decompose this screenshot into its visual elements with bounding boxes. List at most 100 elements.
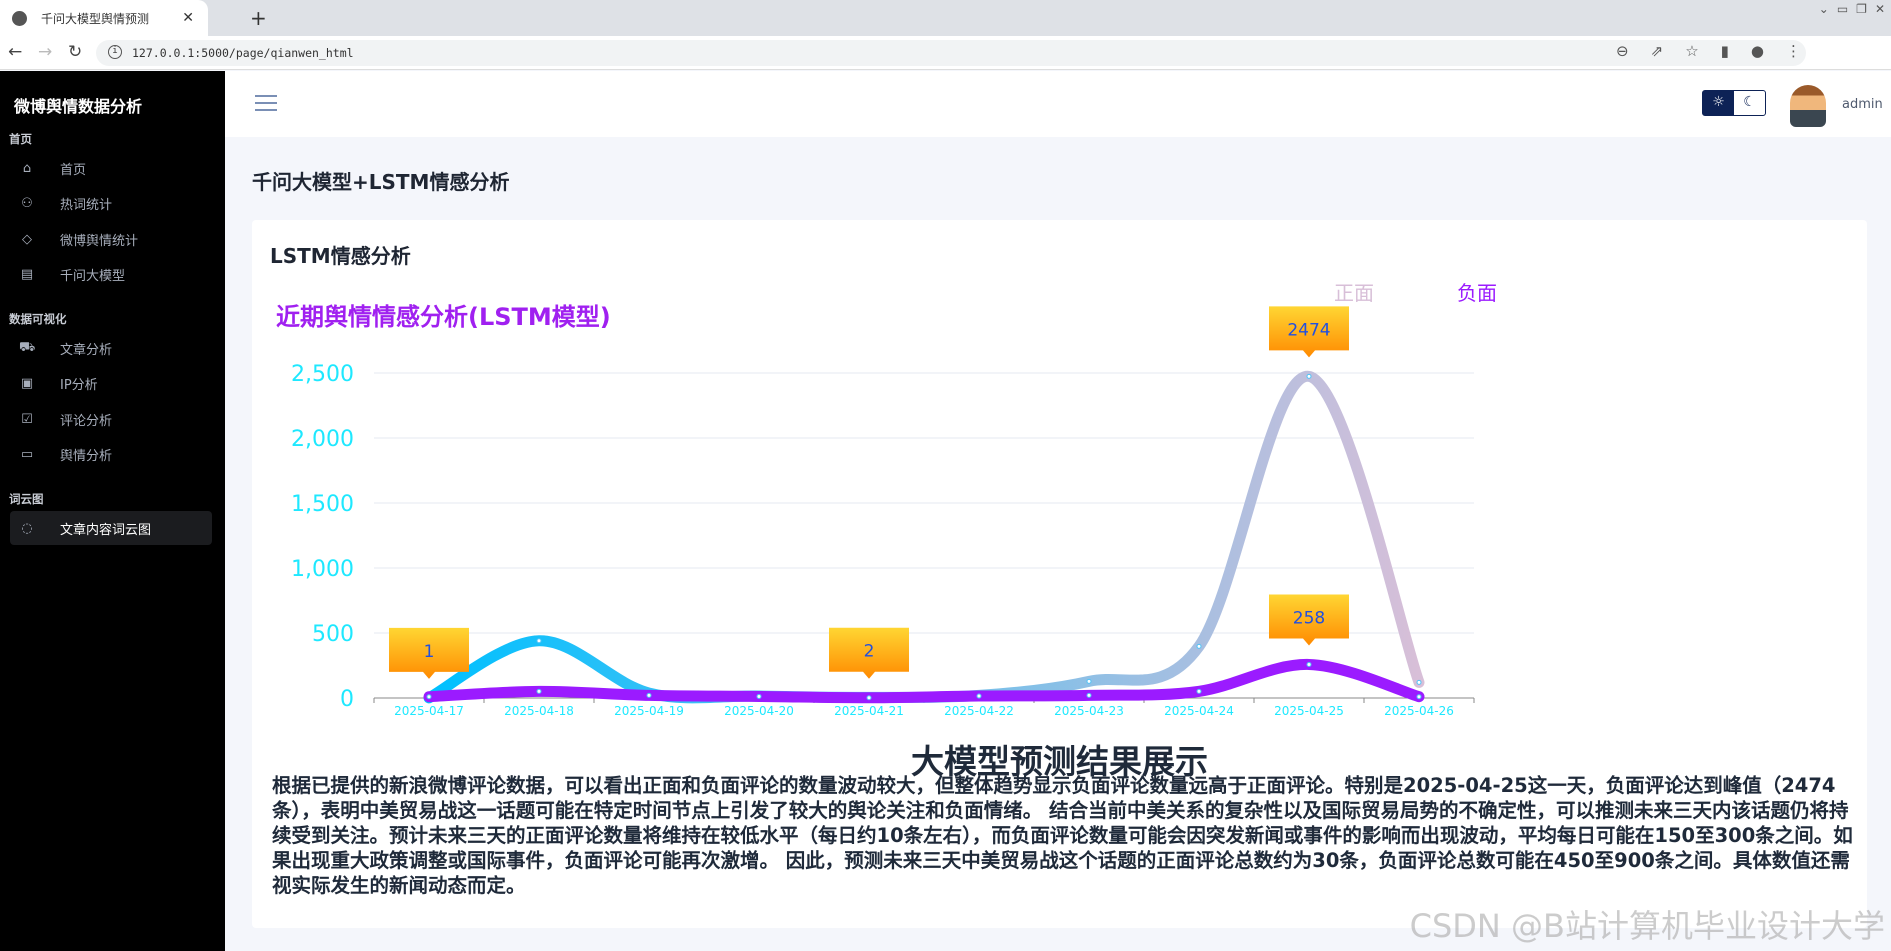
mark-point-label: 1 [424,642,435,662]
zoom-icon[interactable]: ⊖ [1616,42,1629,60]
mark-point-label: 2 [864,642,875,662]
data-point [976,693,982,699]
sidebar-section-label: 首页 [9,132,32,146]
close-tab-icon[interactable]: ✕ [182,10,194,26]
x-tick-label: 2025-04-19 [614,704,684,718]
sidebar-item[interactable]: ◇ 微博舆情统计 [10,222,212,256]
y-tick-label: 500 [312,622,354,647]
tag-icon: ◇ [22,231,32,247]
url-input[interactable]: i 127.0.0.1:5000/page/qianwen_html [96,40,1806,66]
browser-tab[interactable]: 千问大模型舆情预测 ✕ [0,0,208,36]
globe-icon [12,10,27,26]
url-text: 127.0.0.1:5000/page/qianwen_html [132,46,354,60]
x-tick-label: 2025-04-21 [834,704,904,718]
x-tick-label: 2025-04-25 [1274,704,1344,718]
sidepanel-icon[interactable]: ▮ [1720,42,1729,60]
data-point [1086,692,1092,698]
sun-icon[interactable]: ☼ [1703,91,1734,115]
clipboard-check-icon: ☑ [21,411,33,427]
mark-point-label: 2474 [1287,320,1330,340]
clipboard-chart-icon: ▣ [20,376,34,391]
sidebar-item-label: 文章分析 [60,342,113,358]
minimize-button[interactable]: ▭ [1836,2,1849,16]
legend-item: 正面 [1334,281,1374,305]
users-icon: ⚇ [21,196,33,211]
mark-point-bubble [1269,594,1349,646]
x-tick-label: 2025-04-20 [724,704,794,718]
series-line-positive [423,370,1425,704]
y-tick-label: 1,500 [291,492,354,517]
data-point [1416,694,1422,700]
sidebar-item[interactable]: ⚇ 热词统计 [10,187,212,221]
sidebar-item[interactable]: ▭ 舆情分析 [10,438,212,472]
data-point [646,692,652,698]
star-icon[interactable]: ☆ [1685,42,1699,60]
sidebar-item[interactable]: ▤ 千问大模型 [10,258,212,292]
y-tick-label: 1,000 [291,557,354,582]
sidebar-item[interactable]: ⌂ 首页 [10,151,212,185]
y-tick-label: 2,500 [291,362,354,387]
data-point [1086,678,1092,684]
moon-icon[interactable]: ☾ [1743,94,1756,110]
sidebar-item-label: 首页 [60,162,87,178]
data-point [426,694,432,700]
sentiment-chart: 近期舆情情感分析(LSTM模型) 0 500 1,000 1,500 2,000 2,500… [276,281,1497,718]
share-icon[interactable]: ⇗ [1650,42,1664,60]
mark-point-bubble [829,627,909,679]
clipboard-icon: ▤ [20,267,34,282]
sidebar-item-label: 微博舆情统计 [60,233,139,249]
x-tick-label: 2025-04-26 [1384,704,1454,718]
back-button[interactable]: ← [8,42,23,62]
reload-button[interactable]: ↻ [68,42,83,62]
tab-list-icon[interactable]: ⌄ [1818,2,1829,16]
sidebar-item-label: 舆情分析 [60,449,113,464]
page-title: 千问大模型+LSTM情感分析 [252,170,510,194]
x-tick-label: 2025-04-22 [944,704,1014,718]
sidebar-item[interactable]: ⛟ 文章分析 [10,331,212,365]
chat-icon: ◌ [21,520,33,536]
sidebar: 微博舆情数据分析 首页 ⌂ 首页 ⚇ 热词统计 ◇ 微博舆情统计 ▤ 千问大模型 数据可视化 ⛟ 文章… [0,71,225,951]
watermark: CSDN @B站计算机毕业设计大学 [1409,907,1885,945]
restore-button[interactable]: ❐ [1856,2,1867,16]
new-tab-button[interactable]: + [250,6,267,30]
address-bar-row: ← → ↻ i 127.0.0.1:5000/page/qianwen_html … [0,36,1891,70]
menu-toggle-icon[interactable] [255,95,277,116]
profile-icon[interactable]: ● [1750,42,1764,60]
data-point [1196,643,1202,649]
sidebar-section-label: 数据可视化 [9,312,67,326]
result-headline: 大模型预测结果展示 [911,742,1208,781]
data-point [1306,373,1312,379]
sidebar-item-label: IP分析 [60,378,98,393]
info-icon[interactable]: i [108,45,122,59]
y-tick-label: 0 [340,687,354,712]
cart-icon: ⛟ [19,339,36,355]
username[interactable]: admin [1842,97,1883,112]
y-tick-label: 2,000 [291,427,354,452]
data-point [866,695,872,701]
mark-point-bubble [1269,306,1349,358]
sidebar-section-label: 词云图 [9,492,44,506]
sidebar-item[interactable]: ▣ IP分析 [10,367,212,401]
brand: 微博舆情数据分析 [14,97,143,116]
sidebar-item[interactable]: ☑ 评论分析 [10,402,212,436]
forward-button[interactable]: → [38,42,53,62]
sidebar-item-label: 千问大模型 [60,269,126,284]
chart-title: 近期舆情情感分析(LSTM模型) [276,303,611,331]
data-point [1416,679,1422,685]
x-tick-label: 2025-04-23 [1054,704,1124,718]
top-header: ☼ ☾ admin [225,71,1891,137]
analysis-card: LSTM情感分析 近期舆情情感分析(LSTM模型) 0 500 1,000 1,500 2… [252,220,1867,928]
sidebar-item[interactable]: ◌ 文章内容词云图 [10,511,212,545]
theme-toggle[interactable]: ☼ ☾ [1702,90,1766,116]
tab-title: 千问大模型舆情预测 [41,11,150,26]
x-tick-label: 2025-04-18 [504,704,574,718]
sidebar-item-label: 热词统计 [60,198,113,213]
result-text: 根据已提供的新浪微博评论数据，可以看出正面和负面评论的数量波动较大，但整体趋势显… [272,774,1853,897]
browser-tab-bar: 千问大模型舆情预测 ✕ + ⌄ ▭ ❐ ✕ [0,0,1891,36]
data-point [756,693,762,699]
avatar[interactable] [1790,85,1826,127]
sidebar-item-label: 文章内容词云图 [60,522,152,538]
close-window-button[interactable]: ✕ [1874,2,1885,16]
menu-icon[interactable]: ⋮ [1786,42,1801,60]
data-point [1306,661,1312,667]
